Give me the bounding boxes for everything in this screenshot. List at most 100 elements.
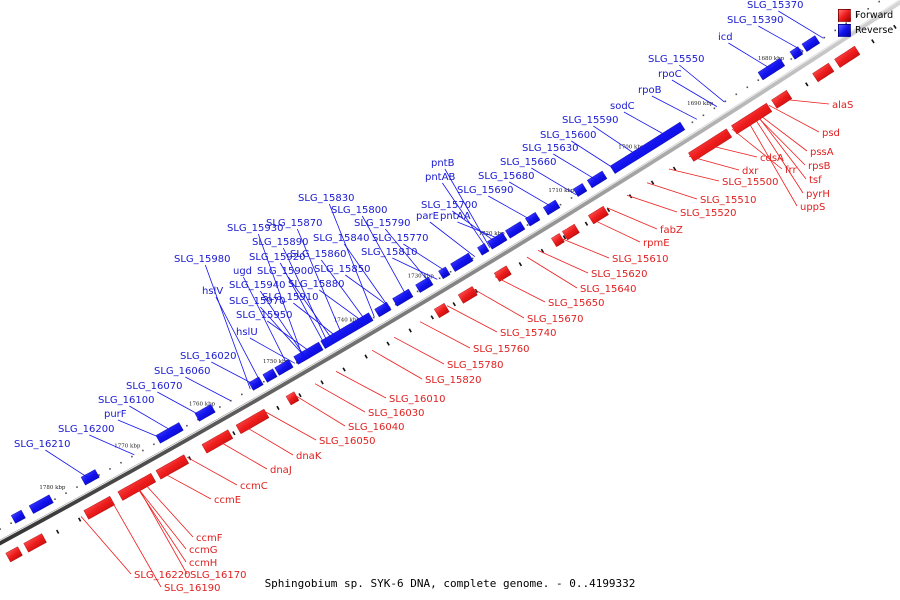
reverse-gene-label[interactable]: SLG_15870	[266, 218, 322, 229]
reverse-gene-arrow[interactable]	[80, 469, 100, 486]
reverse-gene-label[interactable]: parE	[416, 211, 439, 222]
forward-gene-label[interactable]: dnaJ	[270, 465, 292, 476]
forward-gene-label[interactable]: SLG_15640	[580, 284, 636, 295]
reverse-gene-arrow[interactable]	[262, 368, 278, 383]
reverse-gene-label[interactable]: SLG_15880	[288, 279, 344, 290]
forward-gene-label[interactable]: SLG_16040	[348, 422, 404, 433]
forward-gene-arrow[interactable]	[551, 233, 565, 248]
forward-gene-label[interactable]: tsf	[809, 175, 822, 186]
reverse-gene-label[interactable]: SLG_15800	[331, 205, 387, 216]
reverse-gene-arrow[interactable]	[525, 212, 541, 227]
reverse-gene-label[interactable]: SLG_15850	[314, 264, 370, 275]
reverse-gene-label[interactable]: SLG_15690	[457, 185, 513, 196]
forward-gene-label[interactable]: cdsA	[760, 153, 784, 164]
reverse-gene-label[interactable]: SLG_15980	[174, 254, 230, 265]
reverse-gene-label[interactable]: SLG_16100	[98, 395, 154, 406]
forward-gene-label[interactable]: SLG_15670	[527, 314, 583, 325]
reverse-gene-label[interactable]: ugd	[233, 266, 252, 277]
reverse-gene-label[interactable]: sodC	[610, 101, 635, 112]
forward-gene-label[interactable]: ccmH	[189, 558, 217, 569]
reverse-gene-arrow[interactable]	[194, 404, 216, 422]
reverse-gene-arrow[interactable]	[28, 494, 54, 514]
reverse-gene-arrow[interactable]	[392, 288, 414, 307]
reverse-gene-arrow[interactable]	[789, 46, 804, 60]
forward-gene-label[interactable]: SLG_15820	[425, 375, 481, 386]
reverse-gene-arrow[interactable]	[505, 221, 526, 239]
reverse-gene-label[interactable]: icd	[718, 32, 733, 43]
reverse-gene-label[interactable]: SLG_15590	[562, 115, 618, 126]
forward-gene-arrow[interactable]	[155, 454, 190, 480]
forward-gene-arrow[interactable]	[812, 62, 835, 83]
reverse-gene-label[interactable]: hslU	[236, 327, 258, 338]
forward-gene-arrow[interactable]	[457, 286, 478, 304]
forward-gene-label[interactable]: SLG_15740	[500, 328, 556, 339]
reverse-gene-label[interactable]: SLG_15860	[290, 249, 346, 260]
reverse-gene-arrow[interactable]	[801, 35, 821, 52]
forward-gene-label[interactable]: dxr	[742, 166, 759, 177]
reverse-gene-label[interactable]: SLG_15390	[727, 15, 783, 26]
reverse-gene-arrow[interactable]	[155, 422, 184, 444]
reverse-gene-label[interactable]: SLG_15940	[229, 280, 285, 291]
reverse-gene-label[interactable]: SLG_15890	[252, 237, 308, 248]
reverse-gene-label[interactable]: SLG_15910	[262, 292, 318, 303]
forward-gene-arrow[interactable]	[588, 205, 609, 225]
forward-gene-label[interactable]: fabZ	[660, 225, 683, 236]
forward-gene-label[interactable]: SLG_16220	[134, 570, 190, 581]
forward-gene-arrow[interactable]	[23, 533, 47, 553]
reverse-gene-arrow[interactable]	[415, 276, 434, 293]
reverse-gene-label[interactable]: SLG_15600	[540, 130, 596, 141]
reverse-gene-arrow[interactable]	[274, 359, 294, 376]
reverse-gene-label[interactable]: SLG_15830	[298, 193, 354, 204]
reverse-gene-arrow[interactable]	[450, 252, 474, 272]
reverse-gene-label[interactable]: rpoC	[658, 69, 682, 80]
reverse-gene-label[interactable]: hslV	[202, 286, 223, 297]
reverse-gene-arrow[interactable]	[320, 312, 374, 349]
forward-gene-arrow[interactable]	[83, 495, 115, 520]
reverse-gene-label[interactable]: SLG_15970	[229, 296, 285, 307]
forward-gene-label[interactable]: psd	[822, 128, 840, 139]
reverse-gene-arrow[interactable]	[438, 266, 451, 280]
forward-gene-label[interactable]: pyrH	[806, 189, 830, 200]
reverse-gene-label[interactable]: pntAA	[440, 211, 471, 222]
forward-gene-label[interactable]: ccmF	[196, 533, 223, 544]
reverse-gene-label[interactable]: SLG_15660	[500, 157, 556, 168]
reverse-gene-label[interactable]: purF	[104, 409, 127, 420]
reverse-gene-label[interactable]: SLG_15930	[227, 223, 283, 234]
forward-gene-label[interactable]: SLG_15650	[548, 298, 604, 309]
forward-gene-label[interactable]: SLG_16190	[164, 583, 220, 594]
forward-gene-label[interactable]: SLG_16170	[190, 570, 246, 581]
forward-gene-label[interactable]: SLG_15620	[591, 269, 647, 280]
forward-gene-arrow[interactable]	[201, 429, 234, 454]
forward-gene-arrow[interactable]	[834, 45, 861, 68]
forward-gene-arrow[interactable]	[235, 408, 270, 435]
reverse-gene-arrow[interactable]	[573, 183, 588, 197]
reverse-gene-label[interactable]: SLG_15770	[372, 233, 428, 244]
forward-gene-arrow[interactable]	[433, 302, 450, 319]
forward-gene-label[interactable]: SLG_16010	[389, 394, 445, 405]
forward-gene-label[interactable]: ccmE	[214, 495, 241, 506]
reverse-gene-arrow[interactable]	[586, 170, 608, 189]
reverse-gene-label[interactable]: rpoB	[638, 85, 662, 96]
reverse-gene-label[interactable]: SLG_15630	[522, 143, 578, 154]
reverse-gene-label[interactable]: SLG_15370	[747, 0, 803, 11]
reverse-gene-label[interactable]: pntB	[431, 158, 455, 169]
forward-gene-label[interactable]: ccmG	[189, 545, 218, 556]
forward-gene-arrow[interactable]	[688, 128, 733, 162]
reverse-gene-arrow[interactable]	[609, 121, 686, 174]
reverse-gene-label[interactable]: SLG_15920	[249, 252, 305, 263]
forward-gene-arrow[interactable]	[493, 265, 512, 282]
forward-gene-label[interactable]: ccmC	[240, 481, 268, 492]
reverse-gene-label[interactable]: pntAB	[425, 172, 455, 183]
reverse-gene-label[interactable]: SLG_16020	[180, 351, 236, 362]
reverse-gene-label[interactable]: SLG_16200	[58, 424, 114, 435]
forward-gene-label[interactable]: SLG_15520	[680, 208, 736, 219]
forward-gene-label[interactable]: SLG_15760	[473, 344, 529, 355]
reverse-gene-label[interactable]: SLG_15550	[648, 54, 704, 65]
forward-gene-arrow[interactable]	[5, 546, 23, 563]
reverse-gene-arrow[interactable]	[487, 232, 508, 250]
forward-gene-label[interactable]: alaS	[832, 100, 853, 111]
reverse-gene-label[interactable]: SLG_16060	[154, 366, 210, 377]
forward-gene-arrow[interactable]	[285, 391, 300, 406]
reverse-gene-arrow[interactable]	[293, 341, 324, 365]
reverse-gene-arrow[interactable]	[374, 301, 392, 318]
